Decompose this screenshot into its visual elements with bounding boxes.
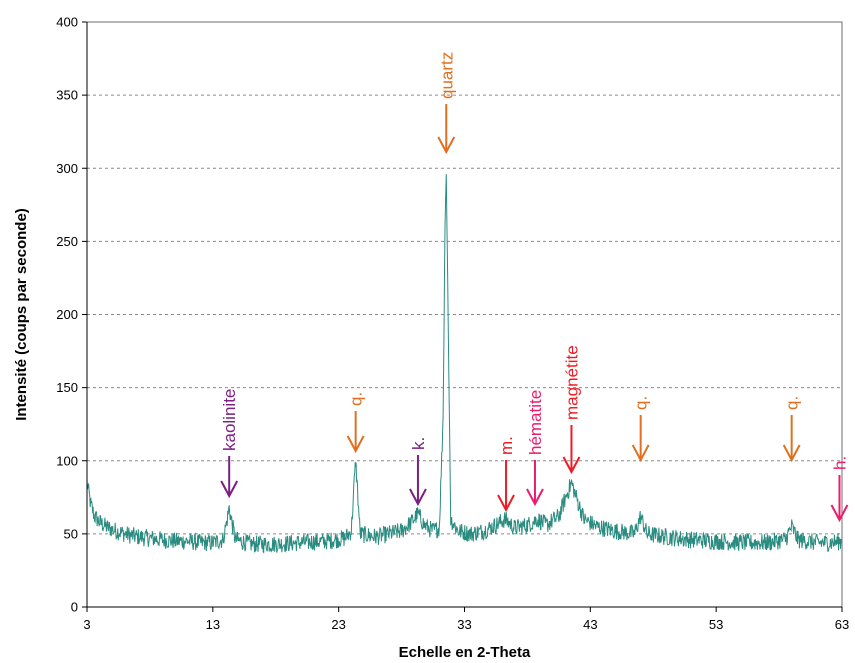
y-tick-label: 250 [56,234,78,249]
x-tick-labels: 3 13 23 33 43 53 63 [83,607,849,632]
annotation-label: hématite [526,390,545,455]
x-tick-label: 13 [206,617,220,632]
peak-annotation: magnétite [562,345,581,475]
peak-annotations: kaolinite q. k. quartz m. hématite magnétite q.… [220,52,849,523]
annotation-arrowhead [782,444,801,463]
peak-annotation: m. [497,436,516,513]
y-tick-label: 0 [71,600,78,615]
x-tick-label: 63 [835,617,849,632]
peak-annotation: hématite [526,390,545,507]
x-tick-label: 33 [457,617,471,632]
y-tick-label: 150 [56,380,78,395]
x-tick-label: 23 [331,617,345,632]
axes [86,21,843,608]
annotation-label: q. [347,392,366,406]
annotation-label: m. [497,436,516,455]
peak-annotation: quartz [437,52,456,155]
y-tick-labels: 0 50 100 150 200 250 300 350 400 [56,15,78,615]
annotation-arrowhead [631,444,650,463]
annotation-arrowhead [437,136,456,155]
y-tick-label: 350 [56,88,78,103]
annotation-label: h. [830,456,849,470]
annotation-label: q. [783,396,802,410]
grid-lines [82,21,842,608]
x-axis-title: Echelle en 2-Theta [399,644,531,661]
peak-annotation: q. [782,396,802,463]
annotation-arrowhead [346,435,365,454]
annotation-label: q. [632,396,651,410]
y-tick-label: 100 [56,453,78,468]
annotation-arrowhead [830,504,849,523]
y-tick-label: 300 [56,161,78,176]
y-tick-label: 200 [56,307,78,322]
annotation-label: k. [409,437,428,450]
plot-area [86,174,843,554]
peak-annotation: k. [409,437,428,507]
annotation-label: magnétite [562,345,581,420]
annotation-label: kaolinite [220,389,239,451]
annotation-label: quartz [437,52,456,99]
annotation-arrowhead [220,480,239,499]
x-tick-label: 3 [83,617,90,632]
y-tick-label: 50 [64,526,78,541]
peak-annotation: q. [346,392,366,454]
series-line [86,174,843,554]
y-axis-title: Intensité (coups par seconde) [13,208,30,421]
annotation-arrowhead [409,488,427,507]
peak-annotation: h. [830,456,849,523]
annotation-arrowhead [562,456,581,475]
x-tick-label: 43 [583,617,597,632]
x-tick-label: 53 [709,617,723,632]
plot-frame [86,21,843,608]
peak-annotation: q. [631,396,651,463]
y-tick-label: 400 [56,15,78,30]
annotation-arrowhead [526,488,544,507]
annotation-arrowhead [497,494,515,513]
peak-annotation: kaolinite [220,389,239,499]
